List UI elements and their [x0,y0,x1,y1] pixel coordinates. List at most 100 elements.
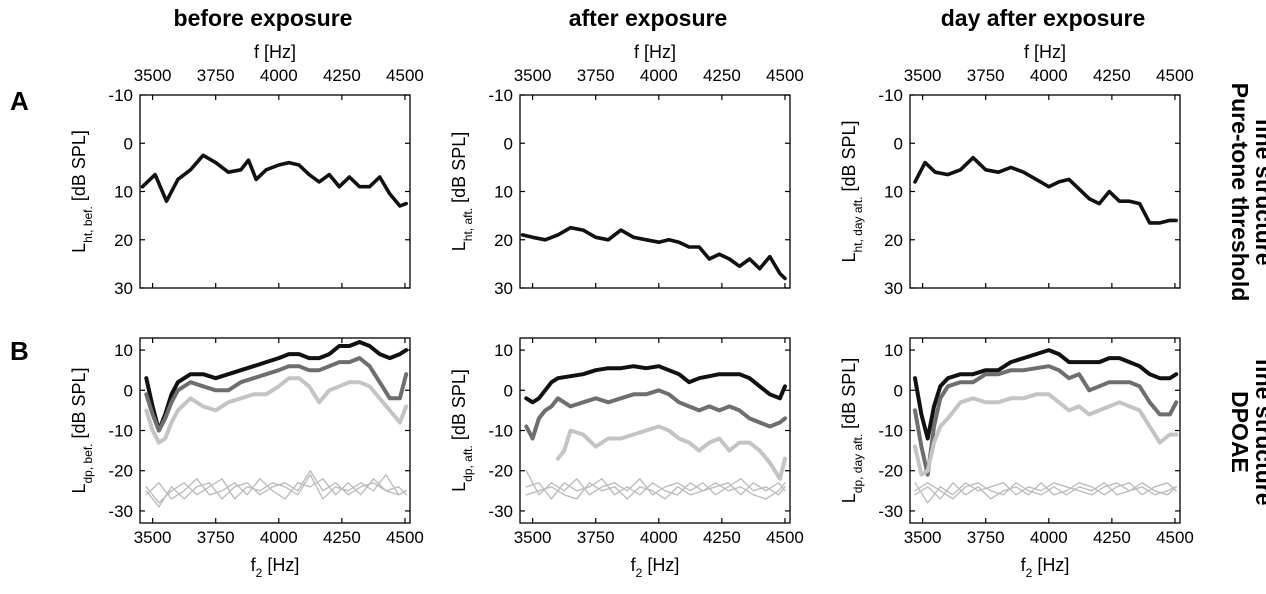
series-line-1 [524,388,787,441]
plot-frame [139,94,411,289]
y-tick-label: 0 [894,134,903,153]
panel-A-after: 3500 3750 4000 4250 4500 -10 0 10 20 30 f [Hz] Lht,… [449,42,804,298]
y-axis-label-main: L [449,482,469,492]
row-label-B-line2: fine structure [1251,359,1266,506]
x-axis-label: f [Hz] [254,42,296,62]
x-tick-label: 3750 [967,528,1005,547]
x-axis-label-sub: 2 [1026,566,1033,580]
y-axis-label: Ldp, bef. [dB SPL] [69,367,95,493]
series-line-0 [913,348,1179,441]
x-tick-label: 4250 [1093,528,1131,547]
x-tick-label: 3750 [967,66,1005,85]
row-letter-B: B [10,336,29,366]
y-tick-label: -10 [878,86,903,105]
y-tick-label: 0 [504,134,513,153]
y-tick-label: 0 [124,381,133,400]
y-tick-label: 20 [114,231,133,250]
y-tick-label: 20 [884,231,903,250]
series-line-2 [913,392,1179,477]
row-letter-A: A [10,86,29,116]
y-tick-label: 30 [884,279,903,298]
series-line-0 [524,364,787,405]
y-tick-label: 10 [114,341,133,360]
x-tick-label: 3750 [577,528,615,547]
y-axis-label-unit: [dB SPL] [69,367,89,443]
series-line-5 [914,482,1177,500]
series-line-0 [520,225,787,281]
panel-A-before: 3500 3750 4000 4250 4500 -10 0 10 20 30 f [Hz] Lht,… [69,42,424,298]
series-line-5 [525,482,786,500]
row-label-A-line1: Pure-tone threshold [1227,83,1253,302]
x-tick-label: 4500 [1156,66,1194,85]
y-tick-label: -10 [108,422,133,441]
y-axis-label-main: L [69,243,89,253]
x-tick-label: 4500 [766,528,804,547]
row-label-A-line2: fine structure [1251,119,1266,266]
x-axis-label-main: f [631,555,637,575]
x-tick-label: 4000 [640,66,678,85]
series-line-1 [913,364,1179,477]
x-tick-label: 4250 [1093,66,1131,85]
y-axis-label: Ldp, day aft. [dB SPL] [839,358,865,503]
y-axis-label-unit: [dB SPL] [839,358,859,434]
x-axis-label: f [Hz] [1024,42,1066,62]
y-tick-label: 10 [884,341,903,360]
x-axis-label-unit: [Hz] [262,555,299,575]
y-axis-label-unit: [dB SPL] [69,130,89,206]
y-tick-label: 0 [124,134,133,153]
x-tick-label: 4250 [703,66,741,85]
series-line-0 [144,340,409,433]
column-title-after: after exposure [569,5,728,31]
panel-A-day-after: 3500 3750 4000 4250 4500 -10 0 10 20 30 f [Hz] Lht,… [839,42,1194,298]
y-axis-label-sub: dp, bef. [81,444,95,484]
y-axis-label-sub: dp, day aft. [851,434,865,493]
x-axis-label-unit: [Hz] [1032,555,1069,575]
series-line-2 [555,424,787,481]
y-tick-label: -30 [108,502,133,521]
y-tick-label: 30 [494,279,513,298]
series-line-2 [144,376,409,445]
x-tick-label: 4250 [323,528,361,547]
x-axis-label-main: f [1021,555,1027,575]
y-axis-label-main: L [839,493,859,503]
x-tick-label: 4250 [703,528,741,547]
y-tick-label: -20 [878,462,903,481]
series-line-3 [525,470,786,496]
y-tick-label: 0 [894,381,903,400]
x-tick-label: 3500 [134,528,172,547]
plot-frame [909,94,1181,289]
column-title-day-after: day after exposure [941,5,1146,31]
series-line-0 [140,153,409,208]
x-tick-label: 3500 [904,66,942,85]
y-tick-label: -10 [488,86,513,105]
row-label-A: Pure-tone threshold fine structure [1227,83,1266,302]
series-line-1 [144,356,409,433]
x-tick-label: 3750 [197,66,235,85]
x-tick-label: 4000 [1030,528,1068,547]
x-tick-label: 4500 [766,66,804,85]
x-tick-label: 4000 [260,66,298,85]
x-axis-label: f2 [Hz] [631,555,680,580]
panel-B-before: 3500 3750 4000 4250 4500 -30 -20 -10 0 10 f2 [Hz] L… [69,337,424,580]
y-axis-label-main: L [449,241,469,251]
y-axis-label-sub: ht, day aft. [851,196,865,252]
series-line-0 [913,155,1178,225]
x-tick-label: 4500 [386,528,424,547]
x-tick-label: 3500 [514,528,552,547]
x-tick-label: 3750 [197,528,235,547]
y-axis-label-sub: ht, aft. [461,208,475,241]
x-axis-label-sub: 2 [256,566,263,580]
y-tick-label: -10 [108,86,133,105]
y-tick-label: -10 [488,422,513,441]
series-line-4 [525,478,786,500]
x-tick-label: 3750 [577,66,615,85]
y-tick-label: -30 [488,502,513,521]
y-tick-label: -30 [878,502,903,521]
x-tick-label: 3500 [904,528,942,547]
column-title-before: before exposure [174,5,353,31]
y-axis-label-unit: [dB SPL] [839,120,859,196]
y-axis-label: Lht, day aft. [dB SPL] [839,120,865,262]
y-axis-label: Lht, bef. [dB SPL] [69,130,95,253]
